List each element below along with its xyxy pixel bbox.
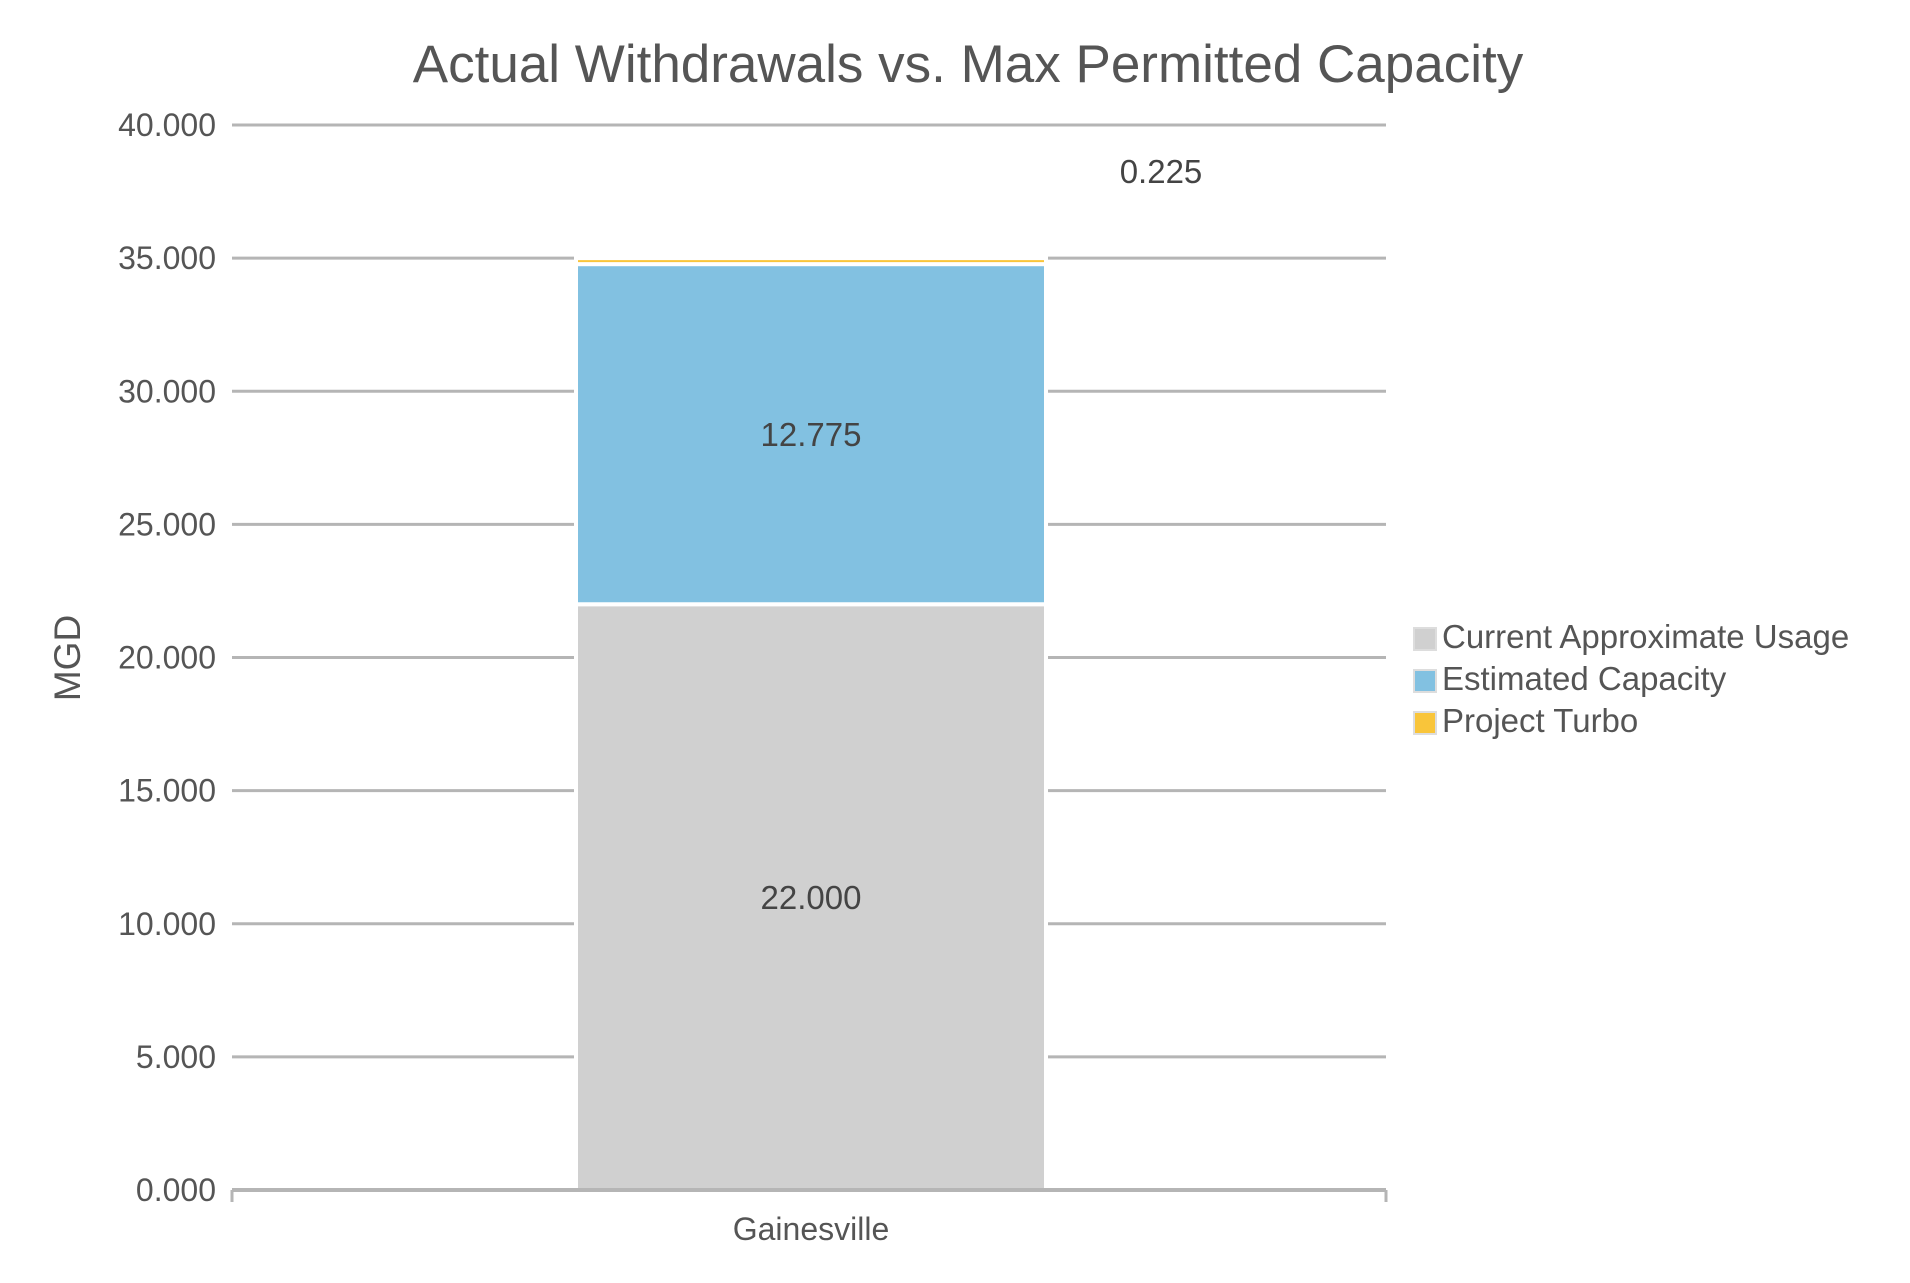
legend: Current Approximate Usage Estimated Capac…: [1413, 618, 1849, 739]
x-tick-label: Gainesville: [733, 1211, 890, 1247]
y-tick-label: 0.000: [136, 1172, 216, 1208]
x-axis-ticks: Gainesville: [733, 1211, 890, 1247]
data-label: 22.000: [761, 879, 862, 916]
y-tick-label: 40.000: [118, 107, 216, 143]
bar-segment: [574, 602, 1048, 1192]
y-tick-label: 35.000: [118, 240, 216, 276]
y-tick-label: 20.000: [118, 640, 216, 676]
legend-label: Estimated Capacity: [1442, 660, 1727, 697]
data-label: 0.225: [1120, 153, 1203, 190]
y-axis-label: MGD: [47, 615, 88, 701]
y-tick-label: 25.000: [118, 506, 216, 542]
data-labels: 22.000 12.775 0.225: [761, 153, 1203, 916]
legend-label: Current Approximate Usage: [1442, 618, 1849, 655]
legend-swatch: [1413, 711, 1437, 735]
y-tick-label: 10.000: [118, 906, 216, 942]
data-label: 12.775: [761, 416, 862, 453]
bar-segment: [574, 256, 1048, 267]
chart-title: Actual Withdrawals vs. Max Permitted Cap…: [413, 35, 1524, 94]
y-tick-label: 30.000: [118, 373, 216, 409]
y-axis-ticks: 0.000 5.000 10.000 15.000 20.000 25.000 30.000…: [118, 107, 216, 1208]
legend-label: Project Turbo: [1442, 702, 1638, 739]
bars: [574, 256, 1048, 1192]
bar-segment: [574, 262, 1048, 607]
y-tick-label: 15.000: [118, 773, 216, 809]
x-axis: [230, 1188, 1388, 1202]
legend-swatch: [1413, 627, 1437, 651]
y-tick-label: 5.000: [136, 1039, 216, 1075]
legend-swatch: [1413, 669, 1437, 693]
